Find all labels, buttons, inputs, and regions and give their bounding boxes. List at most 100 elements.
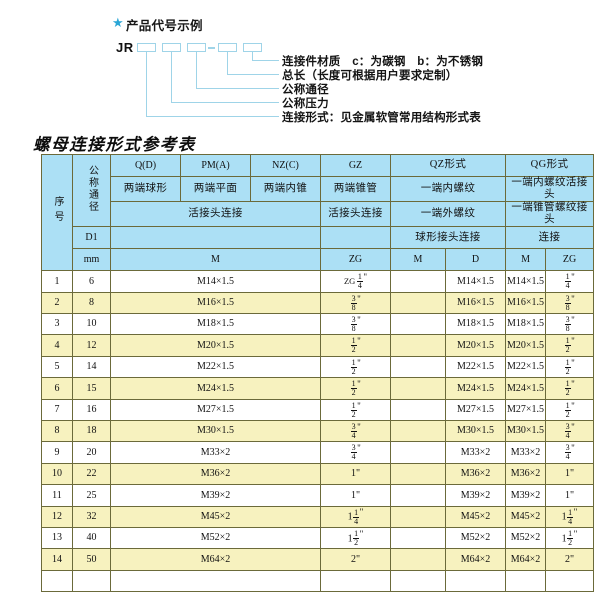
- cell-dn: 40: [72, 526, 111, 550]
- header-unit-m-left: M: [110, 248, 321, 272]
- cell-gz-zg: 3 8 ": [320, 313, 391, 336]
- header-unit-qz-d: D: [444, 248, 507, 272]
- table-row: 14 50 M64×2 2" M64×2 M64×2 2": [41, 548, 595, 571]
- code-prefix-label: JR: [116, 40, 134, 55]
- cell-qz-d: M33×2: [444, 441, 507, 464]
- legend-label-pressure: 公称压力: [282, 98, 329, 110]
- header-unit-qz-m: M: [390, 248, 446, 272]
- cell-gz-zg: 1 2 ": [320, 334, 391, 357]
- leader-line-1-horizontal: [252, 60, 279, 62]
- cell-qz-m: [390, 377, 446, 400]
- cell-gz-zg: ZG 1 4 ": [320, 270, 391, 293]
- cell-index: 5: [41, 355, 73, 379]
- cell-gz-zg: [320, 569, 391, 592]
- cell-qg-zg: 3 4 ": [545, 441, 595, 464]
- cell-index: 7: [41, 398, 73, 421]
- leader-line-5-horizontal: [146, 116, 279, 118]
- table-row: 7 16 M27×1.5 1 2 " M27×1.5 M27×1.5 1 2 ": [41, 398, 595, 421]
- cell-qg-m: M52×2: [505, 526, 547, 550]
- cell-qg-zg: 1 1 2 ": [545, 526, 595, 550]
- cell-dn: 8: [72, 291, 111, 315]
- cell-qz-m: [390, 505, 446, 528]
- header-qz-ball-joint: 球形接头连接: [389, 226, 507, 250]
- cell-qz-d: M52×2: [444, 526, 507, 550]
- cell-qg-m: M24×1.5: [505, 377, 547, 400]
- header-row-d1: D1 球形接头连接 连接: [42, 226, 595, 250]
- cell-qz-m: [390, 334, 446, 357]
- header-group-qd: Q(D): [110, 154, 181, 177]
- cell-qz-m: [390, 291, 446, 315]
- leader-line-2-vertical: [227, 52, 229, 75]
- cell-qg-zg: 1 1 4 ": [545, 505, 595, 528]
- cell-qz-m: [390, 270, 446, 293]
- cell-qg-m: M22×1.5: [505, 355, 547, 379]
- cell-qz-d: M18×1.5: [444, 313, 507, 336]
- cell-qg-zg: 3 4 ": [545, 419, 595, 443]
- cell-qz-m: [390, 526, 446, 550]
- cell-dn: 18: [72, 419, 111, 443]
- header-group-qz: QZ形式: [389, 154, 507, 177]
- cell-qg-m: M18×1.5: [505, 313, 547, 336]
- header-row-units: mm M ZG M D M ZG: [42, 248, 595, 272]
- cell-gz-zg: 2": [320, 548, 391, 571]
- header-desc-nzc: 两端内锥: [250, 175, 321, 203]
- header-unit-mm: mm: [72, 248, 111, 272]
- cell-qg-m: [505, 569, 547, 592]
- cell-dn: 16: [72, 398, 111, 421]
- cell-qg-m: M33×2: [505, 441, 547, 464]
- cell-index: 14: [41, 548, 73, 571]
- cell-qg-m: M64×2: [505, 548, 547, 571]
- header-row-desc1: 两端球形 两端平面 两端内锥 两端锥管 一端内螺纹 一端内螺纹活接头: [42, 175, 595, 203]
- cell-m-left: [110, 569, 321, 592]
- cell-m-left: M45×2: [110, 505, 321, 528]
- cell-dn: 6: [72, 270, 111, 293]
- cell-qz-m: [390, 398, 446, 421]
- header-group-gz: GZ: [320, 154, 391, 177]
- cell-qz-d: M14×1.5: [444, 270, 507, 293]
- cell-index: 6: [41, 377, 73, 400]
- header-unit-qg-m: M: [505, 248, 547, 272]
- cell-gz-zg: 1 2 ": [320, 398, 391, 421]
- cell-index: 3: [41, 313, 73, 336]
- header-qz-external-thread: 一端外螺纹: [389, 201, 507, 228]
- code-box-2: [162, 43, 181, 52]
- cell-dn: 32: [72, 505, 111, 528]
- header-group-qg: QG形式: [505, 154, 595, 177]
- cell-qz-d: M16×1.5: [444, 291, 507, 315]
- code-box-5: [243, 43, 262, 52]
- header-row-codes: 序号 公称通径 Q(D) PM(A) NZ(C) GZ QZ形式 QG形式: [41, 153, 595, 272]
- header-qg-taper-thread: 一端锥管螺纹接头: [505, 201, 595, 228]
- cell-m-left: M30×1.5: [110, 419, 321, 443]
- cell-gz-zg: 3 4 ": [320, 419, 391, 443]
- cell-gz-zg: 3 4 ": [320, 441, 391, 464]
- leader-line-1-vertical: [252, 52, 254, 61]
- cell-qz-m: [390, 569, 446, 592]
- header-desc-gz: 两端锥管: [320, 175, 391, 203]
- code-separator-dash: [208, 47, 215, 49]
- cell-m-left: M64×2: [110, 548, 321, 571]
- table-row: 13 40 M52×2 1 1 2 " M52×2 M52×2 1 1 2 ": [41, 526, 595, 550]
- header-group-pma: PM(A): [180, 154, 251, 177]
- cell-qg-m: M27×1.5: [505, 398, 547, 421]
- cell-qg-zg: 1 4 ": [545, 270, 595, 293]
- cell-qg-m: M39×2: [505, 484, 547, 507]
- cell-dn: 12: [72, 334, 111, 357]
- cell-qz-d: M45×2: [444, 505, 507, 528]
- cell-qz-m: [390, 548, 446, 571]
- table-row: 3 10 M18×1.5 3 8 " M18×1.5 M18×1.5 3 8 ": [41, 313, 595, 336]
- cell-m-left: M20×1.5: [110, 334, 321, 357]
- cell-qz-d: M22×1.5: [444, 355, 507, 379]
- cell-qg-zg: 1 2 ": [545, 355, 595, 379]
- table-row: 5 14 M22×1.5 1 2 " M22×1.5 M22×1.5 1 2 ": [41, 355, 595, 379]
- cell-index: 13: [41, 526, 73, 550]
- cell-gz-zg: 1": [320, 484, 391, 507]
- table-row: 11 25 M39×2 1" M39×2 M39×2 1": [41, 484, 595, 507]
- header-desc-qd: 两端球形: [110, 175, 181, 203]
- cell-m-left: M22×1.5: [110, 355, 321, 379]
- cell-qg-m: M45×2: [505, 505, 547, 528]
- cell-dn: 20: [72, 441, 111, 464]
- cell-qz-m: [390, 419, 446, 443]
- leader-line-5-vertical: [146, 52, 148, 117]
- cell-qg-m: M20×1.5: [505, 334, 547, 357]
- header-blank-gz: [320, 226, 391, 250]
